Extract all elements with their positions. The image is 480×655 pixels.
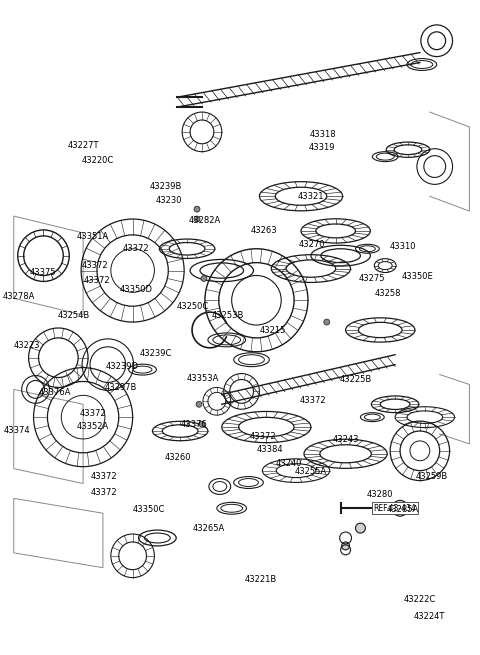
Text: 43239B: 43239B bbox=[149, 181, 182, 191]
Text: 43372: 43372 bbox=[83, 276, 110, 286]
Text: 43372: 43372 bbox=[82, 261, 108, 271]
Text: 43265A: 43265A bbox=[192, 524, 225, 533]
Circle shape bbox=[324, 319, 330, 325]
Text: 43227T: 43227T bbox=[68, 141, 99, 151]
Text: 43215: 43215 bbox=[259, 326, 286, 335]
Text: 43372: 43372 bbox=[123, 244, 149, 253]
Text: 43352A: 43352A bbox=[77, 422, 109, 430]
Text: 43255A: 43255A bbox=[294, 467, 326, 476]
Text: 43243: 43243 bbox=[333, 434, 360, 443]
Text: REF.43-434: REF.43-434 bbox=[374, 504, 417, 513]
Circle shape bbox=[356, 523, 365, 533]
Text: 43372: 43372 bbox=[250, 432, 276, 441]
Text: 43259B: 43259B bbox=[416, 472, 448, 481]
Text: 43221B: 43221B bbox=[244, 574, 277, 584]
Text: 43278A: 43278A bbox=[3, 292, 35, 301]
Text: 43224T: 43224T bbox=[414, 612, 445, 621]
Text: 43253B: 43253B bbox=[211, 311, 243, 320]
Text: 43372: 43372 bbox=[80, 409, 107, 419]
Text: 43258: 43258 bbox=[375, 290, 401, 298]
Text: 43263: 43263 bbox=[251, 226, 278, 234]
Circle shape bbox=[342, 542, 349, 550]
Text: 43318: 43318 bbox=[310, 130, 336, 139]
Text: 43220C: 43220C bbox=[82, 156, 114, 164]
Circle shape bbox=[201, 276, 207, 282]
Text: 43321: 43321 bbox=[297, 192, 324, 201]
Circle shape bbox=[199, 421, 205, 427]
Text: 43250C: 43250C bbox=[177, 302, 209, 311]
Circle shape bbox=[392, 500, 408, 516]
Text: 43376A: 43376A bbox=[39, 388, 72, 397]
Text: 43350D: 43350D bbox=[120, 286, 153, 294]
Text: 43270: 43270 bbox=[299, 240, 325, 249]
Text: 43222C: 43222C bbox=[404, 595, 436, 605]
Text: 43297B: 43297B bbox=[104, 383, 136, 392]
Text: 43350E: 43350E bbox=[402, 272, 433, 282]
Circle shape bbox=[194, 206, 200, 212]
Text: 43384: 43384 bbox=[257, 445, 283, 454]
Text: 43225B: 43225B bbox=[339, 375, 372, 384]
Text: 43372: 43372 bbox=[90, 489, 117, 497]
Text: 43230: 43230 bbox=[156, 196, 182, 206]
Text: 43351A: 43351A bbox=[77, 232, 109, 241]
Circle shape bbox=[194, 216, 200, 222]
Text: 43275: 43275 bbox=[359, 274, 385, 284]
Circle shape bbox=[196, 402, 202, 407]
Text: 43372: 43372 bbox=[90, 472, 117, 481]
Text: 43285A: 43285A bbox=[387, 504, 420, 514]
Text: 43350C: 43350C bbox=[132, 504, 165, 514]
Text: 43319: 43319 bbox=[308, 143, 335, 152]
Text: 43239D: 43239D bbox=[105, 362, 138, 371]
Text: 43372: 43372 bbox=[300, 396, 326, 405]
Text: 43260: 43260 bbox=[164, 453, 191, 462]
Text: 43353A: 43353A bbox=[186, 373, 219, 383]
Text: 43374: 43374 bbox=[4, 426, 30, 434]
Text: 43280: 43280 bbox=[366, 491, 393, 499]
Text: 43254B: 43254B bbox=[58, 311, 90, 320]
Text: 43240: 43240 bbox=[276, 459, 302, 468]
Text: 43376: 43376 bbox=[180, 421, 207, 429]
Text: 43239C: 43239C bbox=[140, 349, 172, 358]
Text: 43375: 43375 bbox=[30, 268, 56, 277]
Text: 43282A: 43282A bbox=[188, 216, 221, 225]
Text: 43223: 43223 bbox=[13, 341, 40, 350]
Text: 43310: 43310 bbox=[390, 242, 417, 251]
